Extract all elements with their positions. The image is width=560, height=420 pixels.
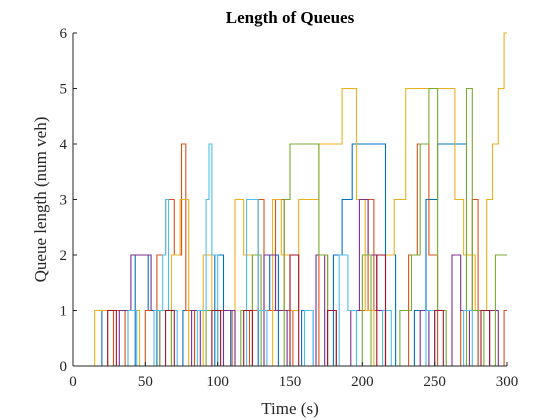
y-tick-label: 1 (60, 304, 68, 320)
y-axis-label: Queue length (num veh) (31, 117, 50, 283)
x-tick-label: 250 (423, 374, 446, 390)
y-tick-label: 4 (60, 137, 68, 153)
y-tick-label: 2 (60, 248, 68, 264)
queue-series-7 (73, 254, 507, 367)
x-tick-label: 300 (496, 374, 519, 390)
y-tick-label: 5 (60, 82, 68, 98)
y-tick-label: 0 (60, 359, 68, 375)
x-tick-label: 200 (351, 374, 374, 390)
y-tick-label: 6 (60, 26, 68, 42)
chart-title: Length of Queues (226, 8, 355, 27)
x-tick-label: 100 (206, 374, 229, 390)
x-tick-label: 150 (279, 374, 302, 390)
y-axis-ticks: 0 1 2 3 4 5 6 (60, 26, 77, 375)
x-tick-label: 0 (69, 374, 77, 390)
y-tick-label: 3 (60, 193, 68, 209)
x-axis-ticks: 0 50 100 150 200 250 300 (69, 362, 518, 390)
x-tick-label: 50 (138, 374, 153, 390)
x-axis-label: Time (s) (261, 399, 318, 418)
